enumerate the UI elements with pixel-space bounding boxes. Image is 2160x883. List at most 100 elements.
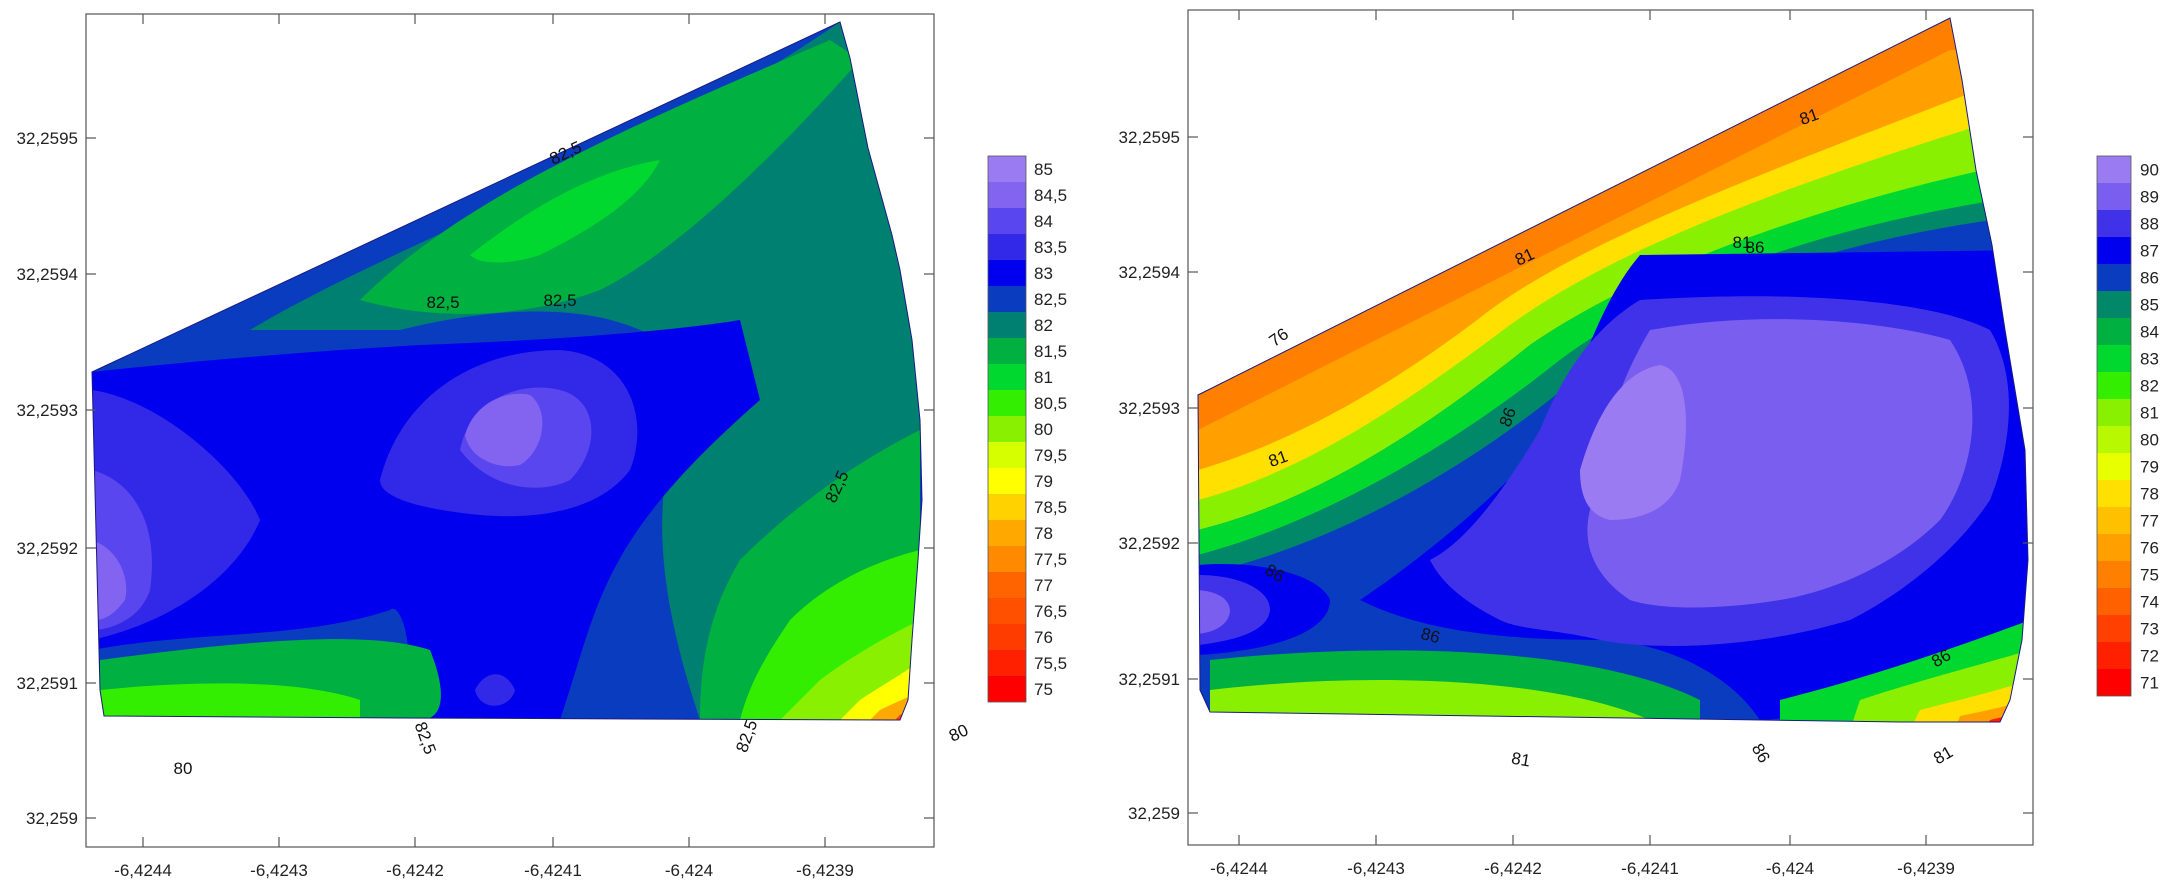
legend-swatch xyxy=(2097,156,2131,183)
legend-swatch xyxy=(2097,399,2131,426)
legend-label: 90 xyxy=(2140,161,2159,180)
legend-swatch xyxy=(2097,615,2131,642)
right-x-axis-ticks: -6,4244 -6,4243 -6,4242 -6,4241 -6,424 -6,423… xyxy=(1210,10,1955,878)
legend-swatch xyxy=(2097,291,2131,318)
legend-swatch xyxy=(988,338,1026,364)
legend-swatch xyxy=(2097,669,2131,696)
left-x-axis-ticks: -6,4244 -6,4243 -6,4242 -6,4241 -6,424 -6,423… xyxy=(114,14,854,880)
x-tick-label: -6,4243 xyxy=(1347,859,1405,878)
left-color-legend: 85 84,5 84 83,5 83 82,5 82 81,5 81 80,5 80 79,5 79 78… xyxy=(987,155,1067,703)
legend-swatch xyxy=(2097,183,2131,210)
y-tick-label: 32,2593 xyxy=(1119,399,1180,418)
legend-swatch xyxy=(988,624,1026,650)
legend-swatch xyxy=(2097,588,2131,615)
legend-swatch xyxy=(988,676,1026,702)
legend-label: 74 xyxy=(2140,593,2159,612)
y-tick-label: 32,2592 xyxy=(17,539,78,558)
legend-swatch xyxy=(988,546,1026,572)
x-tick-label: -6,4242 xyxy=(1484,859,1542,878)
legend-label: 85 xyxy=(1034,160,1053,179)
legend-label: 80,5 xyxy=(1034,394,1067,413)
legend-label: 85 xyxy=(2140,296,2159,315)
legend-frame xyxy=(2096,155,2132,697)
legend-label: 77,5 xyxy=(1034,550,1067,569)
legend-swatch xyxy=(988,364,1026,390)
legend-label: 76,5 xyxy=(1034,602,1067,621)
left-contour-panel: -6,4244 -6,4243 -6,4242 -6,4241 -6,424 -6,423… xyxy=(17,13,1067,880)
contour-label: 82,5 xyxy=(543,291,576,310)
legend-swatch xyxy=(2097,642,2131,669)
y-tick-label: 32,259 xyxy=(1128,804,1180,823)
legend-label: 71 xyxy=(2140,674,2159,693)
legend-swatch xyxy=(2097,480,2131,507)
legend-swatch xyxy=(988,260,1026,286)
contour-label: 82,5 xyxy=(426,293,459,312)
legend-swatch xyxy=(2097,534,2131,561)
legend-swatch xyxy=(2097,318,2131,345)
legend-label: 88 xyxy=(2140,215,2159,234)
legend-swatch xyxy=(2097,561,2131,588)
x-tick-label: -6,424 xyxy=(1766,859,1814,878)
legend-label: 81 xyxy=(2140,404,2159,423)
legend-swatch xyxy=(2097,210,2131,237)
right-boundary-outline xyxy=(1197,17,2029,723)
legend-label: 76 xyxy=(2140,539,2159,558)
legend-swatch xyxy=(988,598,1026,624)
legend-swatch xyxy=(2097,237,2131,264)
legend-label: 80 xyxy=(1034,420,1053,439)
contour-label: 80 xyxy=(946,720,971,745)
left-y-axis-ticks: 32,2595 32,2594 32,2593 32,2592 32,2591 32,25… xyxy=(17,129,934,828)
legend-swatch xyxy=(2097,372,2131,399)
legend-swatch xyxy=(2097,453,2131,480)
x-tick-label: -6,4241 xyxy=(1621,859,1679,878)
legend-label: 87 xyxy=(2140,242,2159,261)
legend-swatch xyxy=(988,390,1026,416)
legend-label: 72 xyxy=(2140,647,2159,666)
right-contour-fill xyxy=(1198,18,2028,722)
left-boundary-outline xyxy=(91,21,923,721)
legend-label: 82 xyxy=(1034,316,1053,335)
x-tick-label: -6,4244 xyxy=(114,861,172,880)
legend-swatch xyxy=(988,286,1026,312)
x-tick-label: -6,4242 xyxy=(386,861,444,880)
contour-label: 81 xyxy=(1510,749,1532,771)
legend-label: 83 xyxy=(1034,264,1053,283)
legend-swatch xyxy=(988,442,1026,468)
x-tick-label: -6,4241 xyxy=(524,861,582,880)
x-tick-label: -6,4243 xyxy=(250,861,308,880)
y-tick-label: 32,2591 xyxy=(17,674,78,693)
legend-label: 76 xyxy=(1034,628,1053,647)
legend-label: 77 xyxy=(1034,576,1053,595)
y-tick-label: 32,2591 xyxy=(1119,670,1180,689)
legend-label: 73 xyxy=(2140,620,2159,639)
y-tick-label: 32,2594 xyxy=(1119,263,1180,282)
contour-label: 86 xyxy=(1419,624,1442,647)
y-tick-label: 32,2595 xyxy=(17,129,78,148)
legend-label: 75 xyxy=(2140,566,2159,585)
legend-label: 84,5 xyxy=(1034,186,1067,205)
y-tick-label: 32,259 xyxy=(26,809,78,828)
y-tick-label: 32,2594 xyxy=(17,265,78,284)
legend-label: 78,5 xyxy=(1034,498,1067,517)
legend-swatch xyxy=(988,468,1026,494)
x-tick-label: -6,4239 xyxy=(1897,859,1955,878)
legend-swatch xyxy=(988,650,1026,676)
right-color-legend: 90 89 88 87 86 85 84 83 82 81 80 79 78 77 76 75 74 73 72 71 xyxy=(2096,155,2159,697)
legend-label: 89 xyxy=(2140,188,2159,207)
legend-swatch xyxy=(988,572,1026,598)
contour-label: 86 xyxy=(1746,238,1765,257)
legend-label: 84 xyxy=(2140,323,2159,342)
legend-swatch xyxy=(988,208,1026,234)
legend-swatch xyxy=(988,156,1026,182)
legend-label: 82,5 xyxy=(1034,290,1067,309)
legend-swatch xyxy=(988,182,1026,208)
legend-swatch xyxy=(2097,345,2131,372)
legend-label: 81 xyxy=(1034,368,1053,387)
legend-swatch xyxy=(2097,426,2131,453)
legend-label: 75 xyxy=(1034,680,1053,699)
legend-swatch xyxy=(988,494,1026,520)
legend-swatch xyxy=(988,234,1026,260)
legend-label: 81,5 xyxy=(1034,342,1067,361)
x-tick-label: -6,424 xyxy=(665,861,713,880)
legend-label: 83,5 xyxy=(1034,238,1067,257)
